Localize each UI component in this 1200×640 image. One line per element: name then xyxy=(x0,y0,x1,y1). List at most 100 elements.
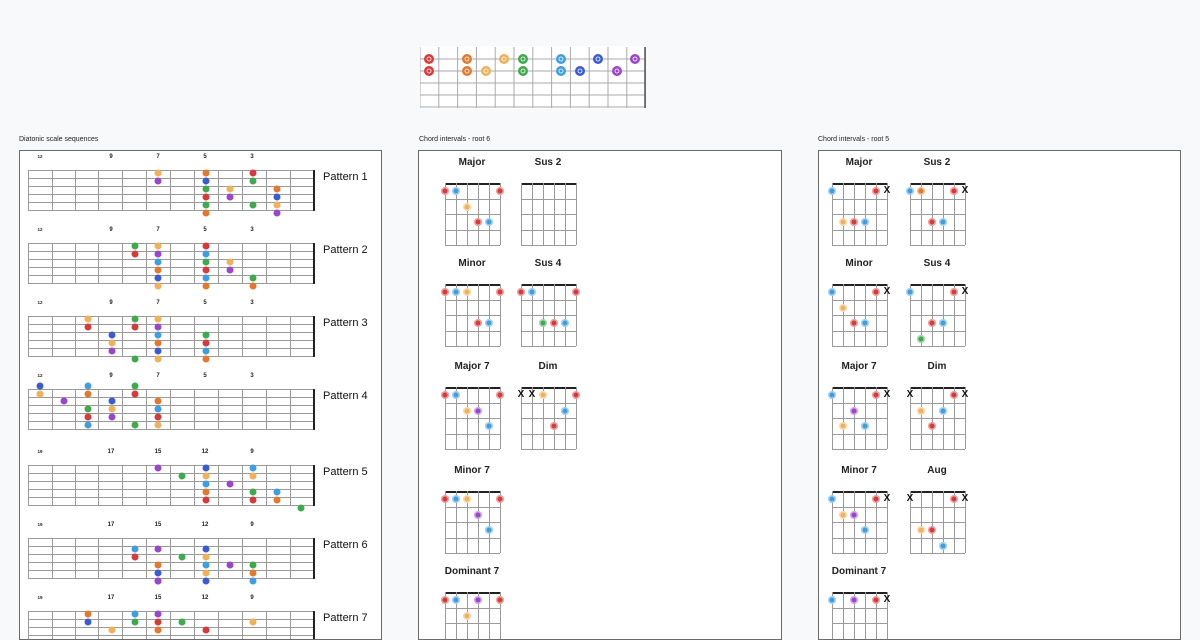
fret-line xyxy=(194,611,195,639)
scale-note-dot xyxy=(154,177,162,185)
chord-fret xyxy=(521,214,576,215)
scale-note-dot xyxy=(202,258,210,266)
fret-number-label: 15 xyxy=(154,522,162,528)
chord-string xyxy=(500,284,501,346)
chord-string xyxy=(500,592,501,639)
chord-note-dot xyxy=(939,319,947,327)
string-line xyxy=(28,397,314,398)
chord-note-dot xyxy=(550,319,558,327)
legend-note-dot xyxy=(499,54,509,64)
scale-note-dot xyxy=(154,282,162,290)
scale-note-dot xyxy=(202,266,210,274)
chord-fret xyxy=(832,330,887,332)
chord-note-dot xyxy=(872,596,880,604)
scale-note-dot xyxy=(202,331,210,339)
root5-frame-title: Chord intervals - root 5 xyxy=(818,136,890,143)
chord-note-dot xyxy=(861,218,869,226)
scale-note-dot xyxy=(202,177,210,185)
chord-note-dot xyxy=(452,495,460,503)
fret-line xyxy=(75,316,76,357)
chord-note-dot xyxy=(463,495,471,503)
fret-line xyxy=(218,243,219,284)
string-line xyxy=(28,611,314,612)
legend-fretboard-svg xyxy=(419,47,647,108)
chord-fret xyxy=(832,402,887,404)
chord-name: Sus 2 xyxy=(534,157,562,168)
chord-note-dot xyxy=(872,288,880,296)
string-line xyxy=(28,413,314,414)
root5-chord-frame: Major X Sus 2 X Minor X Sus 4 X Major 7 X Dim X X Min… xyxy=(818,150,1181,640)
scale-note-dot xyxy=(154,626,162,634)
mute-x-marker: X xyxy=(961,185,969,196)
fret-number-label: 12 xyxy=(37,300,43,305)
chord-fret xyxy=(445,433,500,435)
chord-note-dot xyxy=(828,495,836,503)
legend-note-mark xyxy=(464,56,470,62)
chord-nut xyxy=(910,491,965,493)
chord-note-dot xyxy=(485,422,493,430)
scale-note-dot xyxy=(154,610,162,618)
chord-fret xyxy=(445,506,500,508)
fret-line xyxy=(290,243,291,284)
scale-note-dot xyxy=(84,413,92,421)
chord-name: Dim xyxy=(927,361,947,372)
chord-note-dot xyxy=(561,319,569,327)
fret-line xyxy=(242,243,243,284)
fret-number-label: 7 xyxy=(156,227,160,233)
chord-note-dot xyxy=(850,319,858,327)
string-line xyxy=(28,505,314,506)
scale-note-dot xyxy=(154,339,162,347)
fret-number-label: 9 xyxy=(250,595,254,601)
scale-note-dot xyxy=(154,258,162,266)
chord-note-dot xyxy=(917,187,925,195)
string-line xyxy=(28,275,314,276)
scale-note-dot xyxy=(202,185,210,193)
fret-number-label: 9 xyxy=(109,154,113,160)
fret-number-label: 19 xyxy=(37,449,43,454)
chord-note-dot xyxy=(452,596,460,604)
scale-note-dot xyxy=(178,618,186,626)
chord-note-dot xyxy=(872,391,880,399)
chord-note-dot xyxy=(950,288,958,296)
scale-note-dot xyxy=(202,339,210,347)
fret-line xyxy=(170,538,171,579)
chord-name: Major xyxy=(458,157,486,168)
chord-fret xyxy=(910,330,965,332)
scale-note-dot xyxy=(226,266,234,274)
scale-note-dot xyxy=(202,480,210,488)
fret-line xyxy=(242,538,243,579)
scale-note-dot xyxy=(131,242,139,250)
chord-name: Dominant 7 xyxy=(831,566,887,577)
scale-note-dot xyxy=(154,405,162,413)
scale-note-dot xyxy=(131,553,139,561)
scale-note-dot xyxy=(249,472,257,480)
fret-line xyxy=(266,316,267,357)
legend-note-dot xyxy=(481,66,491,76)
chord-fret xyxy=(445,330,500,332)
chord-name: Minor xyxy=(845,258,873,269)
legend-note-mark xyxy=(520,56,526,62)
scale-note-dot xyxy=(131,250,139,258)
string-line xyxy=(28,194,314,195)
chord-fret xyxy=(910,229,965,231)
fret-number-label: 19 xyxy=(37,522,43,527)
chord-note-dot xyxy=(850,406,858,415)
fret-line xyxy=(218,611,219,639)
chord-string xyxy=(832,592,833,639)
chord-fret xyxy=(832,506,887,508)
chord-nut xyxy=(910,284,965,286)
string-line xyxy=(28,251,314,252)
scale-note-dot xyxy=(84,618,92,626)
fret-number-label: 12 xyxy=(37,154,43,159)
fret-number-label: 19 xyxy=(37,595,43,600)
chord-note-dot xyxy=(496,495,504,503)
chord-string xyxy=(887,491,888,553)
fret-line xyxy=(242,316,243,357)
chord-fret xyxy=(910,433,965,435)
chord-string xyxy=(887,284,888,346)
fret-number-label: 3 xyxy=(250,154,254,160)
chord-note-dot xyxy=(485,526,493,534)
string-line xyxy=(28,316,314,317)
fret-line xyxy=(266,389,267,430)
fret-line xyxy=(52,243,53,284)
